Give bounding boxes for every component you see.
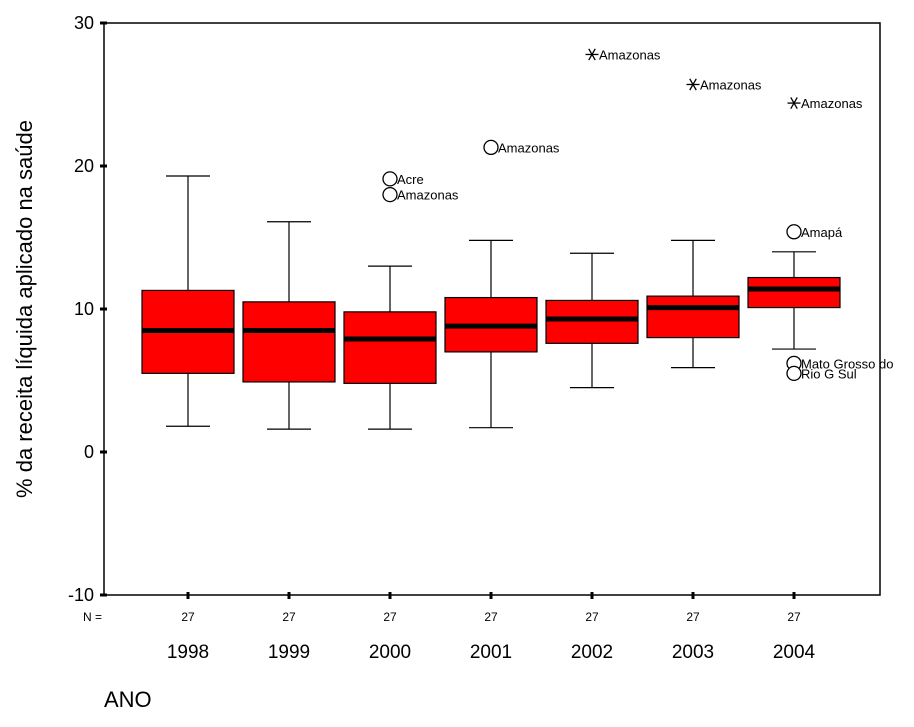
x-tick-label: 2001 bbox=[470, 642, 512, 663]
box-2000 bbox=[343, 265, 437, 430]
outlier-marker bbox=[483, 139, 499, 156]
outlier-marker bbox=[786, 365, 802, 382]
outlier-label: Amazonas bbox=[599, 47, 661, 62]
iqr-box bbox=[242, 301, 336, 383]
n-count-label: 27 bbox=[686, 610, 700, 624]
iqr-box bbox=[343, 311, 437, 384]
x-tick-label: 1998 bbox=[167, 642, 209, 663]
outlier-label: Rio G Sul bbox=[801, 366, 857, 381]
n-count-label: 27 bbox=[585, 610, 599, 624]
y-axis-title: % da receita líquida aplicado na saúde bbox=[12, 120, 37, 498]
outlier-label: Amazonas bbox=[397, 188, 459, 203]
iqr-box bbox=[747, 276, 841, 309]
n-prefix: N = bbox=[83, 610, 102, 624]
y-tick-label: -10 bbox=[68, 585, 94, 605]
outlier-label: Amazonas bbox=[498, 140, 560, 155]
outlier-marker bbox=[786, 224, 802, 240]
x-axis-title: ANO bbox=[104, 687, 152, 712]
y-tick-label: 10 bbox=[74, 299, 94, 319]
outlier-label: Amapá bbox=[801, 225, 843, 240]
x-tick-label: 2004 bbox=[773, 642, 816, 663]
box-2004 bbox=[747, 251, 841, 350]
extreme-marker bbox=[585, 48, 599, 61]
outlier-marker bbox=[382, 171, 398, 187]
box-2001 bbox=[444, 239, 538, 429]
n-count-label: 27 bbox=[787, 610, 801, 624]
y-tick-label: 30 bbox=[74, 13, 94, 33]
box-2003 bbox=[646, 239, 740, 369]
iqr-box bbox=[646, 295, 740, 339]
y-tick-label: 0 bbox=[84, 442, 94, 462]
box-1999 bbox=[242, 221, 336, 430]
outlier-label: Amazonas bbox=[700, 77, 762, 92]
extreme-marker bbox=[787, 97, 801, 110]
outlier-label: Amazonas bbox=[801, 96, 863, 111]
n-count-label: 27 bbox=[282, 610, 296, 624]
outlier-marker bbox=[382, 186, 398, 203]
extreme-marker bbox=[686, 78, 700, 91]
x-tick-label: 2003 bbox=[672, 642, 714, 663]
x-tick-label: 1999 bbox=[268, 642, 310, 663]
n-count-label: 27 bbox=[181, 610, 195, 624]
y-tick-label: 20 bbox=[74, 156, 94, 176]
n-count-label: 27 bbox=[383, 610, 397, 624]
outlier-label: Mato Grosso do bbox=[801, 356, 894, 371]
iqr-box bbox=[545, 299, 639, 344]
n-count-label: 27 bbox=[484, 610, 498, 624]
box-2002 bbox=[545, 252, 639, 389]
x-tick-label: 2002 bbox=[571, 642, 613, 663]
outlier-label: Acre bbox=[397, 172, 424, 187]
x-tick-label: 2000 bbox=[369, 642, 411, 663]
box-1998 bbox=[141, 175, 235, 427]
